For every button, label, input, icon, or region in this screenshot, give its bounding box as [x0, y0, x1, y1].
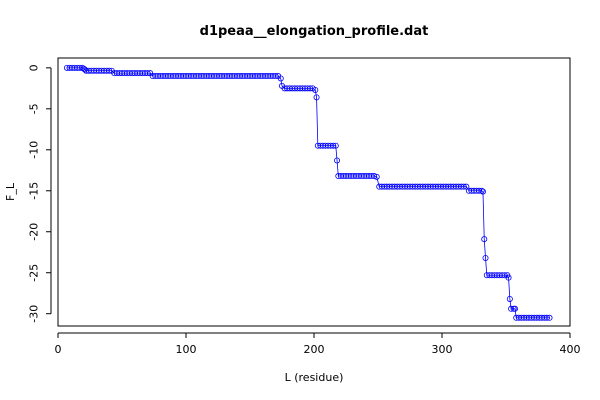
data-point	[546, 314, 553, 321]
y-axis-label: F_L	[4, 182, 17, 201]
y-axis: 0 -5 -10 -15 -20 -25 -30	[28, 64, 52, 323]
data-point	[272, 73, 279, 80]
data-point	[76, 64, 83, 71]
y-tick-label: 0	[28, 64, 41, 71]
y-tick-label: -15	[28, 182, 41, 200]
y-tick-label: -25	[28, 264, 41, 282]
data-point	[334, 157, 341, 164]
data-point	[460, 183, 467, 190]
data-point	[482, 254, 489, 261]
data-point	[543, 314, 550, 321]
data-point	[506, 295, 513, 302]
x-axis-label: L (residue)	[285, 371, 344, 384]
data-point	[307, 85, 314, 92]
data-point	[511, 305, 518, 312]
x-tick-label: 400	[560, 343, 581, 356]
data-point	[508, 305, 515, 312]
x-axis: 0 100 200 300 400	[55, 332, 581, 356]
data-point	[476, 187, 483, 194]
data-point	[144, 70, 151, 77]
data-point	[373, 173, 380, 180]
y-tick-label: -5	[28, 103, 41, 114]
data-point	[81, 66, 88, 73]
chart-title: d1peaa__elongation_profile.dat	[200, 24, 429, 39]
data-point	[332, 142, 339, 149]
data-point	[505, 274, 512, 281]
x-tick-label: 100	[176, 343, 197, 356]
data-point	[277, 75, 284, 82]
plot-frame	[57, 57, 571, 327]
data-point	[371, 173, 378, 180]
data-point	[313, 94, 320, 101]
x-tick-label: 300	[432, 343, 453, 356]
data-point	[478, 187, 485, 194]
series-layer	[63, 64, 553, 321]
data-point	[312, 86, 319, 93]
y-tick-label: -10	[28, 141, 41, 159]
data-point	[479, 188, 486, 195]
data-point	[481, 236, 488, 243]
y-tick-label: -30	[28, 305, 41, 323]
x-tick-label: 0	[55, 343, 62, 356]
y-tick-label: -20	[28, 223, 41, 241]
data-point	[106, 67, 113, 74]
data-point	[330, 142, 337, 149]
x-tick-label: 200	[304, 343, 325, 356]
